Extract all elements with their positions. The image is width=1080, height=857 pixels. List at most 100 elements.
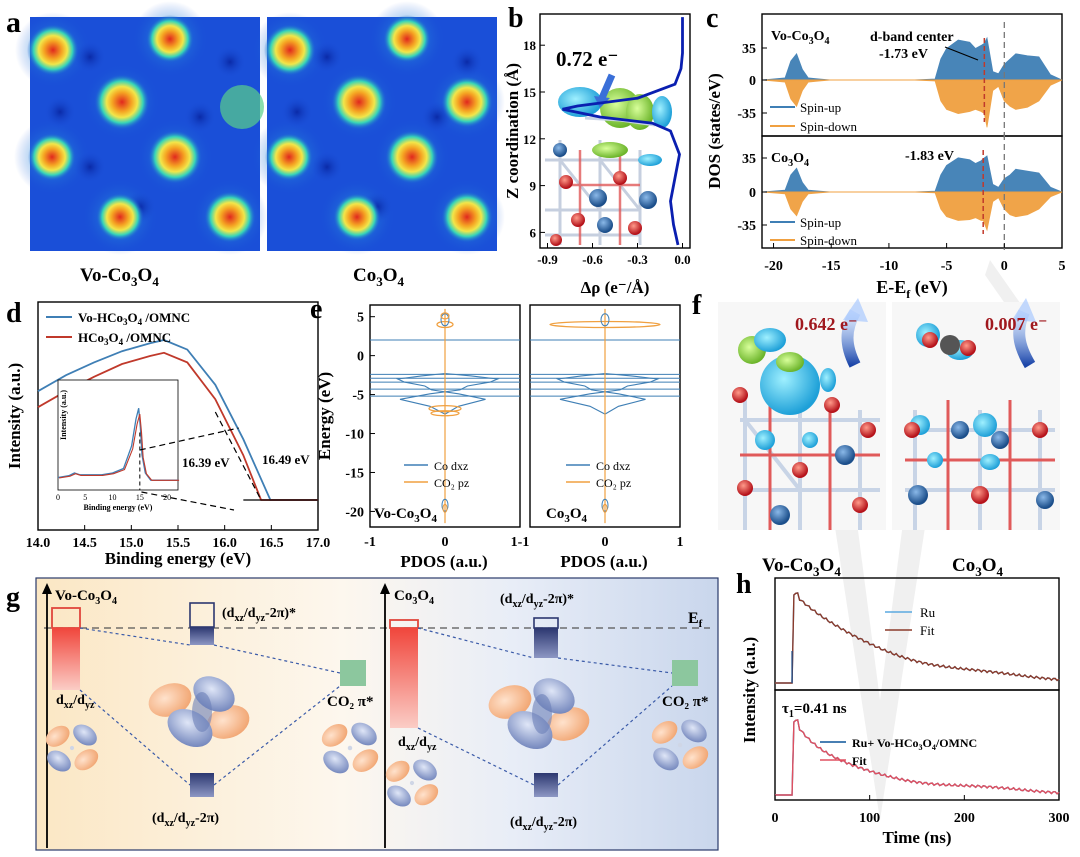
co-dxz-band-left: [395, 372, 486, 415]
right-dxz-orbital-lobe-4: [387, 785, 411, 807]
right-dxz-orbital: [385, 759, 439, 807]
right-co2-orbital-lobe-4: [653, 747, 679, 771]
panel-c-axes: -20 -15 -10 -5 0 5 35 0 -35 35 0 -35: [737, 42, 1065, 274]
charge-peak-5: [96, 193, 144, 241]
panel-h: h Ru Fit τ1=0.41 ns Ru+ Vo-HCo3O4/OMNC F…: [736, 569, 1070, 847]
left-co2-orbital-lobe-3: [351, 722, 377, 746]
svg-text:CO₂ pz: CO₂ pz: [434, 476, 469, 490]
xtick-label-2: 200: [954, 811, 975, 826]
xtick-label-3: 0.0: [674, 252, 690, 267]
co-dxz-peak-top: [600, 313, 610, 327]
xtick-label-1: -0.6: [582, 252, 603, 267]
inset-series-red: [59, 413, 180, 481]
charge-transfer-label: 0.72 e⁻: [556, 47, 618, 71]
inset-ylabel: Intensity (a.u.): [59, 390, 68, 440]
dos-bottom-plot: [761, 134, 1063, 250]
charge-peak-6: [333, 193, 381, 241]
charge-peak-0: [27, 24, 79, 76]
ru-vo-fit: [775, 719, 1060, 796]
right-antibonding-label: (dxz/dyz-2π)*: [500, 592, 574, 610]
ytick-label-0: 5: [357, 311, 364, 326]
panel-letter-d: d: [6, 298, 22, 329]
panel-h-xlabel: Time (ns): [882, 828, 951, 847]
vacancy-spot: [220, 85, 264, 129]
co-dxz-band-left: [555, 372, 646, 415]
right-bonding-orbital: [488, 678, 590, 749]
left-bonding-orbital-lobe-1: [148, 683, 192, 717]
co-dxz-peak-top: [440, 313, 450, 327]
charge-peak-3: [28, 133, 76, 181]
ytick-top-label-2: -35: [737, 107, 756, 122]
pdos-left-label: Vo-Co3O4: [374, 506, 437, 525]
dband-center-label: d-band center: [870, 30, 954, 45]
right-co2-orbital-lobe-3: [681, 719, 707, 743]
hole-6: [44, 96, 76, 128]
ytick-top-label-0: 35: [742, 42, 756, 57]
left-dxz-orbital-lobe-3: [73, 724, 97, 746]
hole-2: [74, 151, 106, 183]
left-dxz-bar: [52, 628, 80, 690]
pdos-xlabel-right: PDOS (a.u.): [560, 552, 647, 571]
orbital-sketches: [45, 676, 709, 807]
charge-peak-4: [148, 130, 202, 184]
ups-plot: 14.0 14.5 15.0 15.5 16.0 16.5 17.0: [26, 339, 331, 551]
panel-c: c -20 -15 -10 -5 0 5 35 0 -35 35 0 -35 Vo-Co3O4 Co3…: [705, 3, 1066, 301]
svg-text:CO₂ pz: CO₂ pz: [596, 476, 631, 490]
right-energy-arrowhead: [380, 583, 390, 594]
heatmap-vo-co3o4: [14, 1, 268, 255]
right-bonding-orbital-lobe-1: [488, 685, 532, 719]
ytick-label-0: 6: [530, 225, 537, 240]
panel-a: a Vo-Co3O4 Co3O4: [6, 1, 505, 289]
xtick-label-3: 300: [1049, 811, 1070, 826]
panel-b-ylabel: Z coordination (Å): [503, 63, 522, 199]
left-bonding-box: [190, 773, 214, 797]
inset-xtick-1: 5: [83, 493, 87, 502]
panel-b: b: [503, 3, 691, 297]
panel-e-right-frame: [529, 304, 681, 528]
xtick-label-4: 0: [1001, 259, 1008, 274]
left-dxz-orbital-lobe-2: [74, 749, 99, 771]
left-bonding-orbital-lobe-2: [206, 705, 250, 739]
svg-text:Fit: Fit: [920, 623, 935, 638]
xtick-left-label-1: 0: [442, 535, 449, 550]
charge-left-value: 0.642 e⁻: [795, 314, 858, 334]
xtick-label-6: 17.0: [306, 536, 331, 551]
hole-0: [74, 41, 106, 73]
xtick-right-label-0: 0: [602, 535, 609, 550]
right-dxz-orbital-lobe-1: [385, 760, 410, 782]
right-bonding-box: [534, 773, 558, 797]
co-dxz-band-right: [399, 372, 500, 415]
pdos-plot: 50-5-10-15-20-1 0 1-1 0 1: [345, 308, 684, 550]
charge-peak-5: [385, 130, 439, 184]
charge-peak-2: [94, 74, 150, 130]
panel-letter-g: g: [6, 582, 20, 613]
svg-text:Spin-down: Spin-down: [800, 233, 858, 248]
co2-pz-peak-top2: [440, 312, 450, 320]
ytick-label-5: -20: [345, 505, 364, 520]
charge-right-value: 0.007 e⁻: [985, 314, 1048, 334]
svg-text:Spin-up: Spin-up: [800, 100, 841, 115]
left-bonding-orbital: [148, 676, 250, 747]
trpl-plot: [775, 592, 1060, 796]
svg-text:Co dxz: Co dxz: [596, 459, 630, 473]
right-co2-label: CO₂ π*: [662, 694, 708, 710]
xtick-label-3: 15.5: [166, 536, 191, 551]
co2-pz-peak-top: [549, 320, 661, 329]
left-diagram-title: Vo-Co3O4: [55, 588, 117, 607]
hole-4: [214, 46, 246, 78]
charge-peak-6: [204, 191, 256, 243]
right-dxz-orbital-lobe-2: [414, 784, 439, 806]
co-dxz-peak-bottom: [601, 498, 609, 512]
left-co2-orbital-lobe-4: [323, 750, 349, 774]
zoom-line-2: [141, 491, 235, 511]
panel-c-xlabel: E-Ef (eV): [876, 277, 948, 301]
xtick-label-5: 16.5: [259, 536, 284, 551]
zoom-line-1: [139, 427, 239, 451]
tau-label: τ1=0.41 ns: [782, 701, 847, 720]
panel-f-right-structure: [904, 298, 1055, 530]
ups-legend: Vo-HCo3O4 /OMNC HCo3O4 /OMNC: [46, 310, 190, 347]
pdos-right-label: Co3O4: [546, 506, 588, 525]
xtick-label-5: 5: [1059, 259, 1066, 274]
panel-g: g Ef Vo-Co3O4 dxz/dyz (dxz/dyz-2π)* (dxz…: [6, 577, 719, 851]
